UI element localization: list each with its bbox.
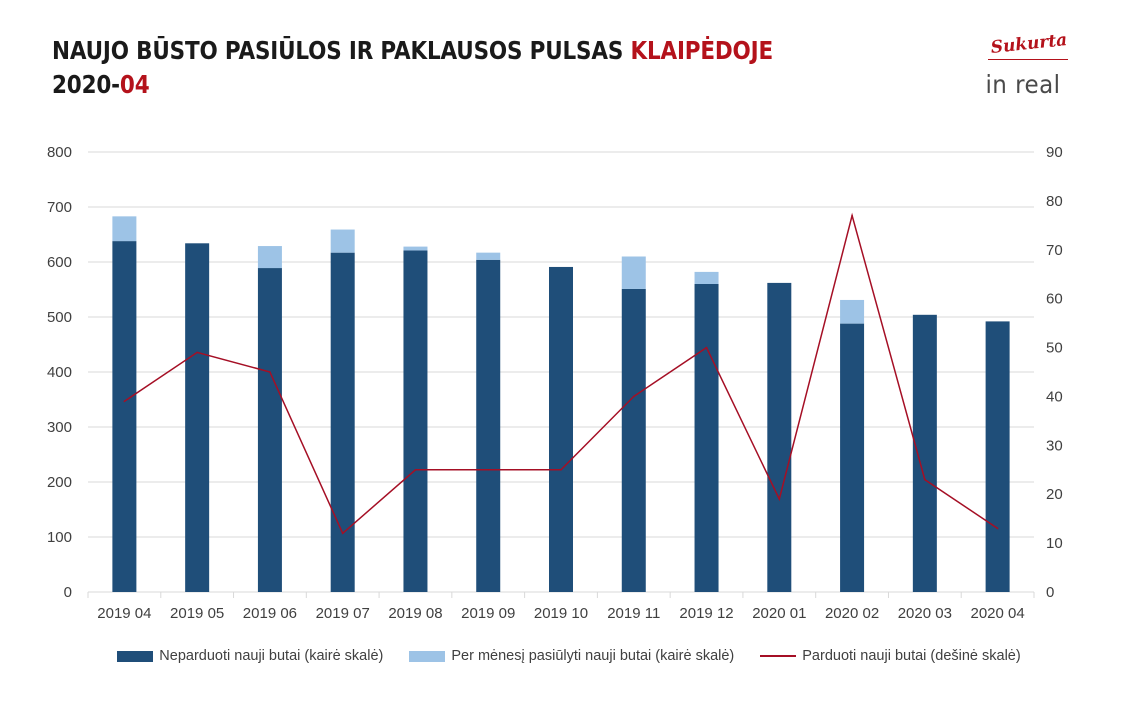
bar-offered — [694, 271, 719, 284]
bar-unsold — [549, 266, 573, 592]
bar-unsold — [403, 250, 428, 592]
x-tick-label: 2019 06 — [243, 605, 297, 622]
y-tick-label-right: 10 — [1046, 535, 1063, 552]
y-tick-label-right: 50 — [1046, 340, 1063, 357]
sold-point — [705, 346, 708, 349]
title-line-2: 2020-04 — [52, 68, 773, 102]
legend-label-unsold: Neparduoti nauji butai (kairė skalė) — [159, 648, 384, 664]
y-tick-label-left: 400 — [47, 364, 72, 381]
legend-swatch-offered — [409, 650, 446, 662]
sold-point — [560, 468, 562, 471]
legend: Neparduoti nauji butai (kairė skalė) Per… — [0, 648, 1138, 664]
bars — [112, 216, 1010, 593]
x-tick-label: 2019 07 — [316, 605, 370, 622]
bar-unsold — [912, 314, 937, 592]
y-tick-label-right: 0 — [1046, 584, 1054, 601]
y-tick-label-left: 200 — [47, 474, 72, 491]
y-tick-label-right: 30 — [1046, 437, 1063, 454]
sold-point — [778, 498, 781, 500]
x-tick-label: 2019 12 — [679, 605, 733, 622]
y-tick-label-left: 300 — [47, 419, 72, 436]
sold-point — [924, 478, 926, 481]
title-main: NAUJO BŪSTO PASIŪLOS IR PAKLAUSOS PULSAS — [52, 36, 631, 65]
gridlines — [87, 151, 1035, 598]
y-tick-label-right: 90 — [1046, 144, 1063, 161]
x-tick-label: 2019 08 — [388, 605, 442, 622]
sold-point — [269, 371, 271, 373]
bar-offered — [840, 299, 865, 324]
x-tick-label: 2019 11 — [607, 605, 660, 622]
legend-label-offered: Per mėnesį pasiūlyti nauji butai (kairė … — [451, 648, 735, 664]
x-tick-label: 2019 10 — [534, 605, 588, 622]
y-tick-label-left: 100 — [47, 529, 72, 546]
y-tick-label-right: 40 — [1046, 388, 1063, 405]
title-city: KLAIPĖDOJE — [630, 36, 774, 65]
logo-divider — [988, 59, 1068, 60]
sold-point — [196, 351, 198, 354]
legend-swatch-sold — [760, 655, 797, 657]
x-tick-label: 2020 03 — [898, 605, 952, 622]
bar-unsold — [476, 259, 501, 592]
y-tick-label-right: 60 — [1046, 291, 1063, 308]
bar-unsold — [694, 284, 719, 592]
title-date-year: 2020- — [52, 70, 120, 99]
legend-swatch-unsold — [117, 650, 154, 662]
sold-point — [487, 468, 490, 471]
legend-label-sold: Parduoti nauji butai (dešinė skalė) — [802, 648, 1021, 664]
legend-item-offered: Per mėnesį pasiūlyti nauji butai (kairė … — [409, 648, 734, 664]
y-tick-label-left: 700 — [47, 199, 72, 216]
bar-unsold — [621, 288, 646, 592]
logo-inreal: in real — [985, 70, 1061, 99]
bar-offered — [112, 216, 137, 242]
x-tick-label: 2020 01 — [752, 605, 806, 622]
bar-offered — [257, 246, 282, 269]
bar-unsold — [185, 243, 210, 593]
y-tick-label-left: 0 — [64, 584, 72, 601]
bar-unsold — [985, 321, 1010, 592]
legend-item-sold: Parduoti nauji butai (dešinė skalė) — [760, 648, 1021, 664]
title-line-1: NAUJO BŪSTO PASIŪLOS IR PAKLAUSOS PULSAS… — [52, 34, 773, 68]
bar-unsold — [112, 241, 137, 592]
bar-offered — [403, 246, 428, 251]
x-tick-label: 2020 04 — [970, 605, 1024, 622]
sold-point — [414, 468, 417, 471]
y-tick-label-right: 70 — [1046, 242, 1063, 259]
bar-offered — [476, 252, 501, 260]
y-tick-label-left: 500 — [47, 309, 72, 326]
bar-offered — [330, 229, 355, 253]
sold-point — [996, 527, 999, 530]
bar-unsold — [767, 282, 792, 592]
x-tick-label: 2019 09 — [461, 605, 515, 622]
sold-point — [123, 400, 126, 403]
axis-labels: 0 100 200 300 400 500 600 700 800 0 10 20 30 40 50 60 70… — [47, 144, 1063, 622]
sold-point — [851, 214, 853, 217]
chart-title: NAUJO BŪSTO PASIŪLOS IR PAKLAUSOS PULSAS… — [52, 34, 773, 102]
bar-unsold — [257, 268, 282, 592]
sold-point — [632, 395, 635, 398]
y-tick-label-right: 20 — [1046, 486, 1063, 503]
legend-item-unsold: Neparduoti nauji butai (kairė skalė) — [117, 648, 383, 664]
x-tick-label: 2020 02 — [825, 605, 879, 622]
bar-unsold — [330, 252, 355, 592]
y-tick-label-right: 80 — [1046, 193, 1063, 210]
y-tick-label-left: 600 — [47, 254, 72, 271]
sold-line-layer — [123, 212, 999, 535]
sold-point — [341, 532, 344, 535]
x-tick-label: 2019 04 — [97, 605, 151, 622]
title-date-month: 04 — [119, 70, 150, 99]
bar-offered — [621, 256, 646, 289]
bar-unsold — [840, 323, 865, 592]
y-tick-label-left: 800 — [47, 144, 72, 161]
x-tick-label: 2019 05 — [170, 605, 224, 622]
